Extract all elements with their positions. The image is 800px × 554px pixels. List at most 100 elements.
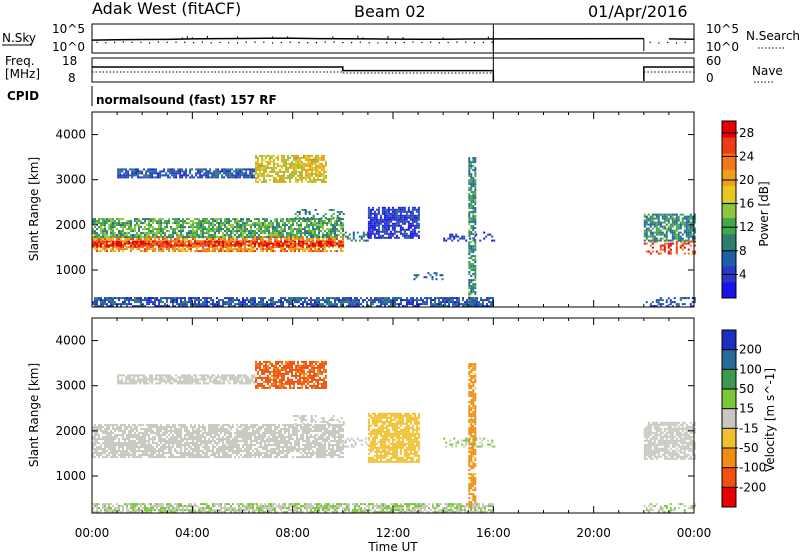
heatmap-cell: [216, 301, 218, 304]
heatmap-cell: [397, 230, 400, 233]
heatmap-cell: [332, 218, 334, 221]
heatmap-cell: [649, 223, 652, 226]
heatmap-cell: [176, 242, 178, 245]
heatmap-cell: [362, 299, 364, 302]
heatmap-cell: [120, 232, 122, 235]
heatmap-cell: [258, 224, 260, 227]
heatmap-cell: [470, 289, 473, 292]
heatmap-cell: [166, 240, 168, 243]
heatmap-cell: [332, 213, 335, 215]
heatmap-cell: [238, 299, 240, 302]
heatmap-cell: [301, 166, 303, 169]
heatmap-cell: [264, 232, 266, 235]
heatmap-cell: [397, 224, 400, 227]
heatmap-cell: [310, 232, 312, 235]
heatmap-cell: [117, 168, 120, 171]
heatmap-cell: [420, 299, 422, 302]
heatmap-cell: [96, 234, 98, 237]
heatmap-cell: [286, 234, 288, 237]
heatmap-cell: [381, 224, 384, 227]
heatmap-cell: [184, 226, 186, 229]
heatmap-cell: [228, 218, 230, 221]
heatmap-cell: [677, 215, 680, 218]
heatmap-cell: [122, 222, 124, 225]
heatmap-cell: [332, 238, 334, 241]
heatmap-cell: [472, 215, 475, 218]
heatmap-cell: [356, 297, 358, 300]
heatmap-cell: [373, 232, 376, 235]
heatmap-cell: [122, 454, 124, 457]
heatmap-cell: [645, 219, 648, 222]
heatmap-cell: [104, 218, 106, 221]
heatmap-cell: [293, 174, 295, 177]
heatmap-cell: [114, 301, 116, 304]
heatmap-cell: [140, 446, 142, 449]
heatmap-cell: [250, 240, 252, 243]
date-title: 01/Apr/2016: [588, 2, 688, 21]
heatmap-cell: [400, 303, 402, 306]
heatmap-cell: [367, 234, 370, 237]
heatmap-cell: [126, 450, 128, 453]
heatmap-cell: [470, 247, 473, 250]
heatmap-cell: [104, 450, 106, 453]
heatmap-cell: [92, 218, 94, 221]
heatmap-cell: [234, 220, 236, 223]
heatmap-cell: [108, 444, 110, 447]
heatmap-cell: [409, 230, 412, 233]
heatmap-cell: [235, 170, 238, 173]
heatmap-cell: [420, 297, 422, 300]
heatmap-cell: [657, 231, 660, 234]
heatmap-cell: [216, 236, 218, 239]
heatmap-cell: [119, 168, 122, 171]
heatmap-cell: [667, 244, 670, 247]
heatmap-cell: [285, 158, 287, 161]
heatmap-cell: [687, 239, 690, 242]
heatmap-cell: [322, 226, 324, 229]
heatmap-cell: [134, 434, 136, 437]
heatmap-cell: [269, 156, 271, 159]
freq-tick-top: 18: [62, 54, 77, 68]
heatmap-cell: [411, 206, 414, 209]
heatmap-cell: [193, 176, 196, 179]
heatmap-cell: [645, 231, 648, 234]
power-colorbar-tick-label: 12: [739, 220, 754, 234]
heatmap-cell: [96, 438, 98, 441]
heatmap-cell: [300, 244, 302, 247]
heatmap-cell: [155, 168, 158, 171]
heatmap-cell: [462, 303, 464, 306]
heatmap-cell: [285, 180, 287, 183]
heatmap-cell: [298, 224, 300, 227]
heatmap-cell: [291, 174, 293, 177]
heatmap-cell: [92, 436, 94, 439]
heatmap-cell: [320, 217, 323, 219]
heatmap-cell: [114, 236, 116, 239]
heatmap-cell: [266, 248, 268, 251]
heatmap-cell: [373, 228, 376, 231]
heatmap-cell: [468, 213, 471, 216]
heatmap-cell: [147, 170, 150, 173]
heatmap-cell: [340, 228, 342, 231]
heatmap-cell: [416, 297, 418, 300]
heatmap-cell: [230, 248, 232, 251]
heatmap-cell: [310, 218, 312, 221]
heatmap-cell: [126, 246, 128, 249]
heatmap-cell: [270, 299, 272, 302]
heatmap-cell: [168, 242, 170, 245]
heatmap-cell: [309, 174, 311, 177]
heatmap-cell: [281, 176, 283, 179]
heatmap-cell: [214, 250, 216, 253]
heatmap-cell: [159, 172, 162, 175]
heatmap-cell: [308, 234, 310, 237]
heatmap-cell: [210, 299, 212, 302]
heatmap-cell: [292, 228, 294, 231]
heatmap-cell: [412, 301, 414, 304]
heatmap-cell: [311, 160, 313, 163]
heatmap-cell: [438, 303, 440, 306]
heatmap-cell: [315, 156, 317, 159]
heatmap-cell: [106, 240, 108, 243]
heatmap-cell: [470, 227, 473, 230]
heatmap-cell: [278, 240, 280, 243]
heatmap-cell: [468, 205, 471, 208]
heatmap-cell: [323, 164, 325, 167]
